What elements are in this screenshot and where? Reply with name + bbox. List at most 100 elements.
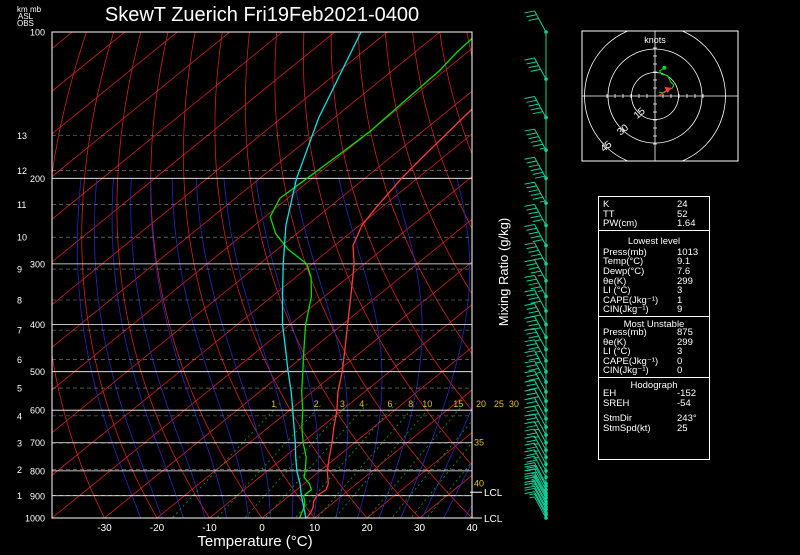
isotherm-line — [0, 21, 138, 528]
moist-adiabat-line — [77, 178, 144, 528]
wind-barb — [524, 275, 547, 298]
isotherm-line — [0, 21, 243, 528]
height-tick-label: 8 — [17, 296, 22, 306]
height-tick-label: 3 — [17, 439, 22, 449]
dry-adiabat-line — [82, 21, 163, 528]
isotherm-line — [0, 21, 296, 528]
dry-adiabat-line — [275, 21, 483, 528]
pressure-tick-label: 100 — [30, 28, 45, 38]
pressure-tick-label: 800 — [30, 466, 45, 476]
isotherm-line — [0, 21, 558, 528]
mixing-ratio-tick-label: 6 — [387, 399, 392, 409]
height-tick-label: 2 — [17, 465, 22, 475]
mixing-ratio-tick-label: 3 — [340, 399, 345, 409]
height-tick-label: 11 — [17, 200, 26, 210]
stats-row-label: CIN(Jkg⁻¹) — [603, 366, 649, 376]
stats-row-value: -54 — [677, 399, 691, 409]
stats-row-value: 25 — [677, 424, 688, 434]
wind-barb — [524, 97, 547, 120]
wind-barb — [524, 340, 547, 363]
wind-barb — [524, 129, 547, 152]
pressure-tick-label: 700 — [30, 438, 45, 448]
stats-row: SREH -54 — [603, 399, 705, 409]
pressure-tick-label: 400 — [30, 320, 45, 330]
mixing-ratio-tick-label: 1 — [271, 399, 276, 409]
mixing-ratio-tick-label: 30 — [509, 399, 519, 409]
moist-adiabat-line — [94, 178, 165, 528]
stats-divider — [599, 377, 709, 378]
wind-barb-column — [524, 11, 547, 520]
dry-adiabat-line — [331, 21, 589, 528]
stats-row: CIN(Jkg⁻¹) 0 — [603, 366, 705, 376]
height-tick-label: 7 — [17, 326, 22, 336]
hodograph-units-label: knots — [644, 35, 666, 45]
moist-adiabat-line — [172, 178, 249, 528]
wind-barb — [524, 157, 547, 180]
height-tick-label: 4 — [17, 411, 22, 421]
stats-row: PW(cm) 1.64 — [603, 219, 705, 229]
stats-row-label: SREH — [603, 399, 629, 409]
x-tick-label: -20 — [150, 523, 165, 534]
isotherm-line — [0, 21, 191, 528]
pressure-tick-label: 900 — [30, 491, 45, 501]
mixing-ratio-tick-label: 8 — [408, 399, 413, 409]
moist-adiabat-line — [151, 178, 229, 528]
height-tick-label: 10 — [17, 233, 27, 243]
hodograph-end-point — [662, 66, 666, 70]
mixing-ratio-tick-label: 15 — [453, 399, 463, 409]
x-tick-label: 20 — [361, 523, 373, 534]
stats-row-value: 0 — [677, 366, 682, 376]
mixing-ratio-line — [403, 403, 505, 528]
dry-adiabat-line — [117, 21, 216, 528]
moist-adiabat-line — [256, 178, 319, 528]
pressure-tick-label: 1000 — [25, 514, 45, 524]
isotherm-line — [0, 21, 506, 528]
mixing-ratio-label: Mixing Ratio (g/kg) — [496, 218, 511, 326]
dewpoint-profile — [270, 32, 479, 518]
x-tick-label: -30 — [97, 523, 112, 534]
mixing-ratio-tick-label: 10 — [422, 399, 432, 409]
wind-barb — [524, 182, 547, 205]
wind-barb — [524, 204, 547, 227]
dry-adiabat-line — [45, 21, 110, 528]
moist-adiabat-line — [375, 178, 422, 528]
mixing-ratio-line — [163, 403, 281, 528]
isotherm-line — [0, 21, 401, 528]
mixing-ratio-tick-label: 4 — [359, 399, 364, 409]
height-tick-label: 13 — [17, 131, 27, 141]
wind-barb — [524, 11, 547, 34]
dry-adiabat-line — [151, 21, 270, 528]
pressure-tick-label: 300 — [30, 259, 45, 269]
mixing-ratio-tick-label: 2 — [314, 399, 319, 409]
wind-barb — [524, 58, 547, 81]
isotherm-line — [39, 21, 663, 528]
stats-divider — [599, 316, 709, 317]
isotherm-line — [0, 21, 33, 528]
height-tick-label: 1 — [17, 491, 22, 501]
stats-row-value: 9 — [677, 305, 682, 315]
pressure-tick-label: 600 — [30, 406, 45, 416]
moist-adiabat-line — [196, 178, 270, 528]
height-tick-label: 6 — [17, 355, 22, 365]
stats-row-label: CIN(Jkg⁻¹) — [603, 305, 649, 315]
wind-barb — [524, 316, 547, 339]
moist-adiabat-line — [339, 178, 382, 528]
mixing-ratio-extra-tick: 35 — [474, 438, 484, 448]
height-tick-label: 9 — [17, 265, 22, 275]
pressure-tick-label: 200 — [30, 174, 45, 184]
axis-labels: 1002003004005006007008009001000131211109… — [17, 28, 519, 535]
height-tick-label: 12 — [17, 166, 27, 176]
stats-row-label: StmSpd(kt) — [603, 424, 651, 434]
height-tick-label: 5 — [17, 384, 22, 394]
moist-adiabat-line — [294, 178, 348, 528]
stats-row-label: PW(cm) — [603, 219, 637, 229]
x-axis-label: Temperature (°C) — [197, 533, 312, 550]
stats-row: CIN(Jkg⁻¹) 9 — [603, 305, 705, 315]
mixing-ratio-tick-label: 20 — [476, 399, 486, 409]
stats-row-value: 1.64 — [677, 219, 696, 229]
chart-title: SkewT Zuerich Fri19Feb2021-0400 — [105, 4, 419, 26]
isotherm-line — [0, 21, 86, 528]
